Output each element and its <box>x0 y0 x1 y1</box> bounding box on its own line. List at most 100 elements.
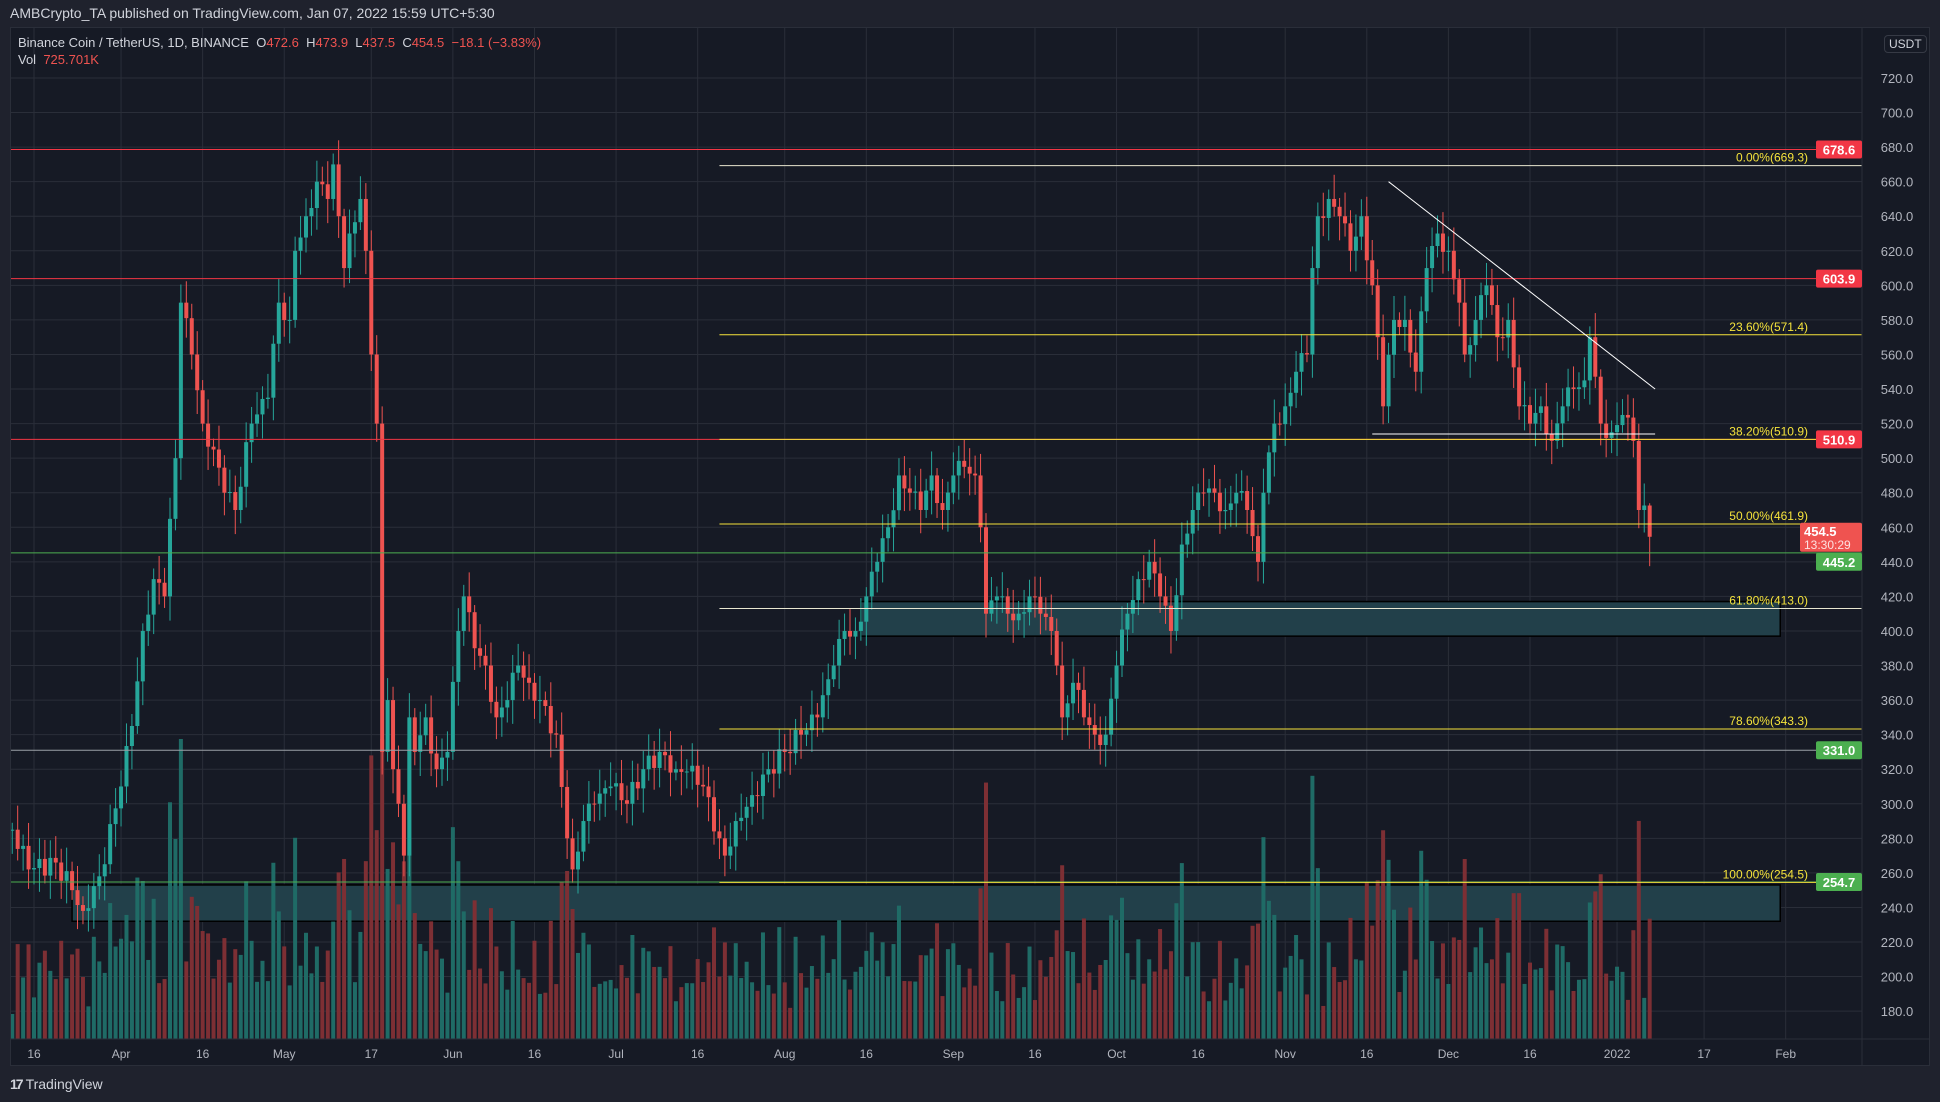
volume-bar <box>1174 903 1179 1039</box>
volume-bar <box>1457 939 1462 1039</box>
volume-bar <box>1408 907 1413 1039</box>
price-level-badge <box>1816 430 1862 449</box>
volume-bar <box>967 968 972 1039</box>
candle-body <box>848 630 852 637</box>
candle-body <box>1500 337 1505 339</box>
x-tick-label: 2022 <box>1604 1047 1631 1061</box>
volume-bar <box>1152 971 1157 1039</box>
volume-bar <box>135 877 140 1039</box>
candle-body <box>913 491 918 493</box>
plot-area <box>11 28 1862 1039</box>
symbol-title[interactable]: Binance Coin / TetherUS, 1D, BINANCE <box>18 35 249 50</box>
y-tick-label: 220.0 <box>1881 935 1914 950</box>
volume-bar <box>826 972 831 1039</box>
volume-bar <box>657 966 662 1039</box>
currency-unit-button[interactable]: USDT <box>1884 35 1927 53</box>
volume-bar <box>401 861 406 1039</box>
y-tick-label: 720.0 <box>1881 71 1914 86</box>
volume-bar <box>325 950 330 1039</box>
candle-body <box>1207 488 1212 493</box>
y-tick-label: 300.0 <box>1881 797 1914 812</box>
price-level-badge-text: 445.2 <box>1823 555 1856 570</box>
x-tick-label: 16 <box>1191 1047 1205 1061</box>
price-level-badge <box>1816 552 1862 571</box>
candle-body <box>945 492 950 510</box>
candle-body <box>984 527 988 614</box>
volume-bar <box>646 951 651 1039</box>
candle-body <box>1054 630 1059 666</box>
volume-bar <box>195 905 200 1039</box>
volume-bar <box>527 982 532 1039</box>
volume-bar <box>1587 902 1592 1039</box>
volume-bar <box>244 881 249 1039</box>
volume-bar <box>374 830 379 1039</box>
candle-body <box>472 612 477 649</box>
fib-level-label: 61.80%(413.0) <box>1729 593 1808 607</box>
candle-body <box>64 871 69 881</box>
candle-body <box>1528 405 1532 424</box>
volume-bar <box>842 979 847 1039</box>
candle-body <box>1168 605 1173 631</box>
volume-bar <box>494 946 499 1039</box>
price-level-badge <box>1816 741 1862 760</box>
candle-body <box>1424 268 1429 312</box>
volume-bar <box>1098 964 1103 1039</box>
volume-bar <box>11 1014 15 1039</box>
volume-bar <box>1528 962 1532 1039</box>
volume-bar <box>717 976 722 1039</box>
volume-bar <box>1032 1000 1037 1039</box>
volume-bar <box>1462 859 1467 1039</box>
volume-bar <box>1473 947 1478 1039</box>
volume-bar <box>336 872 341 1039</box>
volume-bar <box>151 898 156 1039</box>
candle-body <box>712 797 716 832</box>
candle-body <box>1141 579 1146 581</box>
fib-level-label: 23.60%(571.4) <box>1729 320 1808 334</box>
volume-bar <box>200 931 205 1039</box>
volume-bar <box>233 949 238 1039</box>
volume-bar <box>293 837 298 1039</box>
volume-bar <box>1147 959 1152 1039</box>
volume-bar <box>586 944 591 1039</box>
candle-body <box>1239 491 1244 493</box>
y-tick-label: 620.0 <box>1881 244 1914 259</box>
volume-bar <box>624 977 629 1039</box>
candle-body <box>1223 510 1228 512</box>
candle-body <box>1174 595 1179 631</box>
volume-bar <box>516 969 521 1039</box>
volume-bar <box>1087 972 1092 1039</box>
candle-body <box>641 769 646 789</box>
candle-body <box>1435 233 1440 247</box>
volume-bar <box>1185 976 1190 1039</box>
candle-body <box>516 665 521 673</box>
candle-body <box>684 771 689 773</box>
candle-body <box>1440 233 1445 252</box>
volume-bar <box>37 962 42 1039</box>
candle-body <box>293 250 298 320</box>
candle-body <box>1636 440 1641 510</box>
candle-body <box>777 749 782 774</box>
candle-body <box>1152 561 1157 574</box>
price-level-badge-text: 331.0 <box>1823 743 1856 758</box>
candle-body <box>456 630 461 682</box>
tradingview-logo[interactable]: 17 TradingView <box>10 1076 103 1092</box>
candle-body <box>543 700 548 707</box>
volume-bar <box>782 982 787 1039</box>
volume-bar <box>1120 897 1124 1039</box>
volume-bar <box>1060 865 1065 1039</box>
candle-body <box>1283 406 1288 425</box>
volume-bar <box>1304 994 1309 1039</box>
volume-bar <box>48 970 53 1039</box>
candle-body <box>597 793 602 804</box>
candle-body <box>1261 492 1266 562</box>
candle-body <box>1092 725 1097 735</box>
volume-bar <box>1468 972 1473 1039</box>
volume-bar <box>1549 990 1554 1039</box>
candle-body <box>1446 250 1451 252</box>
candle-body <box>869 571 874 597</box>
candle-body <box>11 829 15 831</box>
candle-body <box>1321 216 1326 218</box>
candle-body <box>1071 682 1076 704</box>
candle-body <box>1212 488 1217 493</box>
